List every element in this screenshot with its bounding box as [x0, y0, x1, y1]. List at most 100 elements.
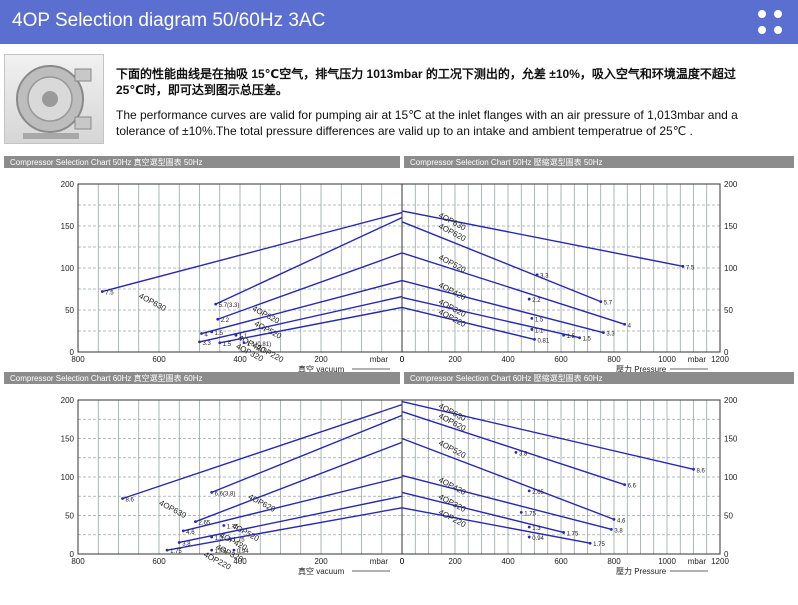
series-line [217, 252, 403, 320]
data-point [218, 341, 222, 345]
data-label: 1.75 [170, 549, 182, 555]
y-tick-label: 200 [724, 180, 738, 189]
data-label: 7.5 [686, 265, 695, 271]
x-tick-label: 800 [607, 557, 621, 566]
series-line [166, 507, 403, 551]
series-name-label: 4OP630 [137, 291, 168, 313]
series-line [401, 400, 694, 470]
data-label: 2.2 [221, 318, 230, 324]
plot-frame [401, 183, 721, 353]
x-unit-label: mbar [370, 355, 389, 364]
data-label: 0.81 [538, 338, 550, 344]
chart-band-title: Compressor Selection Chart 50Hz 壓縮選型圖表 5… [410, 157, 603, 167]
data-point [198, 340, 201, 344]
series-line [401, 474, 612, 531]
x-axis-label: 真空 vacuum [298, 364, 345, 374]
y-tick-label: 100 [61, 264, 75, 273]
data-label: 1.5 [567, 334, 576, 340]
page-title: 4OP Selection diagram 50/60Hz 3AC [12, 10, 326, 31]
series-name-label: 4OP630 [158, 498, 189, 520]
y-tick-label: 150 [724, 435, 738, 444]
data-label: 1.75 [524, 511, 536, 517]
data-label: 4.6 [617, 518, 626, 524]
x-tick-label: 200 [314, 557, 328, 566]
data-point [533, 338, 536, 341]
series-line [211, 414, 403, 494]
data-point [234, 333, 238, 337]
x-tick-label: 1200 [711, 557, 729, 566]
menu-dot [774, 26, 782, 34]
data-point [535, 273, 539, 277]
x-tick-label: 600 [152, 355, 166, 364]
chart-band [404, 372, 794, 384]
chart-band-title: Compressor Selection Chart 60Hz 壓縮選型圖表 6… [410, 373, 603, 383]
x-tick-label: 200 [314, 355, 328, 364]
data-point [623, 322, 626, 326]
series-line [183, 476, 403, 532]
data-point [222, 524, 226, 527]
series-line [401, 252, 625, 325]
data-label: 1.1 [535, 328, 544, 334]
data-point [121, 497, 124, 500]
x-unit-label: mbar [370, 557, 389, 566]
data-point [623, 483, 626, 487]
data-label: 2.65 [532, 490, 544, 496]
data-point [242, 341, 246, 345]
data-point [562, 531, 566, 534]
series-line [401, 221, 602, 303]
x-tick-label: 200 [448, 557, 462, 566]
x-tick-label: 400 [233, 355, 247, 364]
y-tick-label: 150 [724, 222, 738, 231]
chart-band-title: Compressor Selection Chart 50Hz 真空選型圖表 5… [10, 157, 203, 167]
grid-dots-icon[interactable] [758, 10, 784, 36]
data-label: 3.3 [203, 341, 212, 347]
data-point [578, 336, 581, 340]
data-label: 1.5 [215, 331, 224, 337]
data-label: 1.1 [239, 334, 248, 340]
data-label: 1.75 [233, 538, 245, 544]
menu-dot [774, 10, 782, 18]
data-label: 8.6 [697, 468, 706, 474]
menu-dot [758, 10, 766, 18]
data-point [210, 535, 214, 539]
ring-blower-icon [4, 54, 104, 144]
x-tick-label: 0 [400, 355, 405, 364]
data-point [100, 290, 104, 293]
y-tick-label: 50 [724, 306, 733, 315]
x-tick-label: 800 [607, 355, 621, 364]
selection-charts: Compressor Selection Chart 50Hz 真空選型圖表 5… [4, 156, 794, 576]
series-line [401, 437, 615, 521]
data-label: 2.2 [532, 298, 541, 304]
data-point [194, 520, 197, 524]
data-point [527, 535, 531, 539]
x-unit-label: mbar [688, 557, 707, 566]
series-line [219, 306, 403, 344]
y-tick-label: 0 [724, 550, 729, 559]
series-line [179, 495, 403, 544]
y-tick-label: 0 [70, 348, 75, 357]
data-point [599, 300, 603, 303]
x-tick-label: 1000 [658, 355, 676, 364]
data-point [210, 548, 214, 552]
x-tick-label: 600 [554, 355, 568, 364]
data-point [527, 489, 531, 493]
y-tick-label: 0 [70, 550, 75, 559]
data-label: 2.65 [198, 521, 210, 527]
data-label: 8.6 [126, 498, 135, 504]
data-point [602, 331, 605, 335]
data-point [527, 525, 531, 529]
data-label: 5.7(3.3) [219, 303, 240, 309]
data-label: 4 [628, 323, 632, 329]
data-label: 1.5 [535, 317, 544, 323]
x-tick-label: 1200 [711, 355, 729, 364]
data-label: 3.3 [606, 332, 615, 338]
data-label: 6.6(3.8) [215, 491, 236, 497]
chart-band [4, 156, 400, 168]
description-english: The performance curves are valid for pum… [116, 108, 738, 138]
data-point [216, 317, 220, 321]
series-line [401, 410, 625, 486]
description-chinese: 下面的性能曲线是在抽吸 15℃空气，排气压力 1013mbar 的工况下测出的，… [116, 67, 736, 97]
data-label: 0.94 [532, 536, 544, 542]
data-label: 7.5 [105, 291, 114, 297]
y-tick-label: 0 [724, 348, 729, 357]
